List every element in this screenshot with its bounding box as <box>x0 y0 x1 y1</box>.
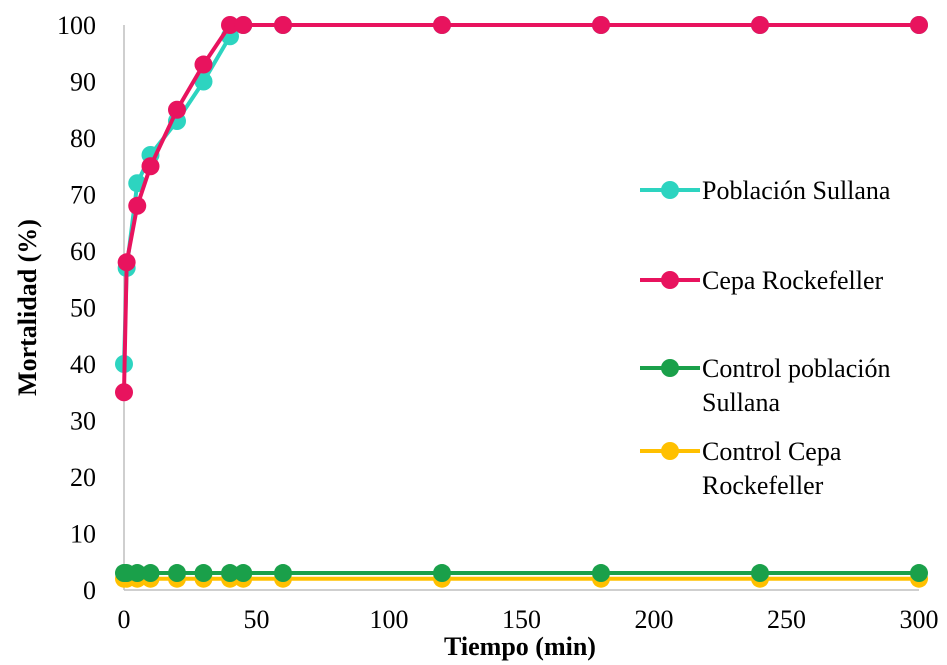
data-point <box>194 72 213 91</box>
data-point <box>751 564 769 583</box>
legend-swatch-marker <box>661 359 679 377</box>
data-point <box>115 383 133 402</box>
y-tick-label: 30 <box>70 407 96 436</box>
y-tick-label: 70 <box>70 181 96 210</box>
legend-swatch-marker <box>661 442 679 460</box>
legend: Población Sullana Cepa Rockefeller Control… <box>640 176 891 500</box>
x-tick-label: 150 <box>502 605 541 634</box>
axes <box>123 25 919 591</box>
legend-item-cepa-rockefeller: Cepa Rockefeller <box>640 266 884 295</box>
data-point <box>221 564 239 583</box>
data-point <box>910 16 928 34</box>
x-tick-label: 250 <box>767 605 806 634</box>
data-point <box>168 564 186 583</box>
legend-item-poblacion-sullana: Población Sullana <box>640 176 891 205</box>
legend-label: Cepa Rockefeller <box>702 266 884 295</box>
legend-item-control-cepa-rockefeller: Control Cepa Rockefeller <box>640 437 842 500</box>
data-point <box>592 564 610 583</box>
y-axis-title: Mortalidad (%) <box>13 219 42 396</box>
y-tick-label: 0 <box>83 576 96 605</box>
data-point <box>274 16 292 34</box>
series-control-poblacion-sullana <box>115 564 928 583</box>
x-axis-title: Tiempo (min) <box>444 632 596 661</box>
data-point <box>592 16 610 34</box>
series-layer <box>115 16 928 588</box>
y-tick-label: 10 <box>70 520 96 549</box>
data-point <box>117 253 136 272</box>
data-point <box>234 564 253 583</box>
data-point <box>751 16 769 34</box>
y-tick-label: 80 <box>70 124 96 153</box>
legend-swatch-marker <box>661 181 679 199</box>
y-tick-label: 40 <box>70 350 96 379</box>
x-tick-label: 300 <box>900 605 939 634</box>
legend-label: Población Sullana <box>702 176 891 205</box>
data-point <box>168 100 186 119</box>
x-tick-label: 100 <box>370 605 409 634</box>
data-point <box>128 196 147 215</box>
data-point <box>433 564 451 583</box>
y-tick-label: 90 <box>70 68 96 97</box>
data-point <box>221 16 239 34</box>
data-point <box>274 564 292 583</box>
data-point <box>194 564 213 583</box>
legend-label: Control Cepa Rockefeller <box>702 437 842 500</box>
y-tick-label: 60 <box>70 237 96 266</box>
legend-item-control-poblacion-sullana: Control población Sullana <box>640 354 890 417</box>
x-tick-labels: 0 50 100 150 200 250 300 <box>118 605 939 634</box>
x-tick-label: 0 <box>118 605 131 634</box>
legend-swatch-marker <box>661 271 679 289</box>
legend-label: Control población Sullana <box>702 354 890 417</box>
data-point <box>234 16 253 34</box>
x-tick-label: 50 <box>244 605 270 634</box>
y-tick-label: 20 <box>70 463 96 492</box>
series-line <box>122 23 919 393</box>
data-point <box>433 16 451 34</box>
y-tick-label: 100 <box>57 11 96 40</box>
y-tick-label: 50 <box>70 294 96 323</box>
y-tick-labels: 0 10 20 30 40 50 60 70 80 90 100 <box>57 11 96 605</box>
data-point <box>194 55 213 74</box>
series-cepa-rockefeller <box>115 16 928 402</box>
data-point <box>910 564 928 583</box>
data-point <box>128 564 147 583</box>
data-point <box>141 157 160 176</box>
data-point <box>141 564 160 583</box>
x-tick-label: 200 <box>635 605 674 634</box>
